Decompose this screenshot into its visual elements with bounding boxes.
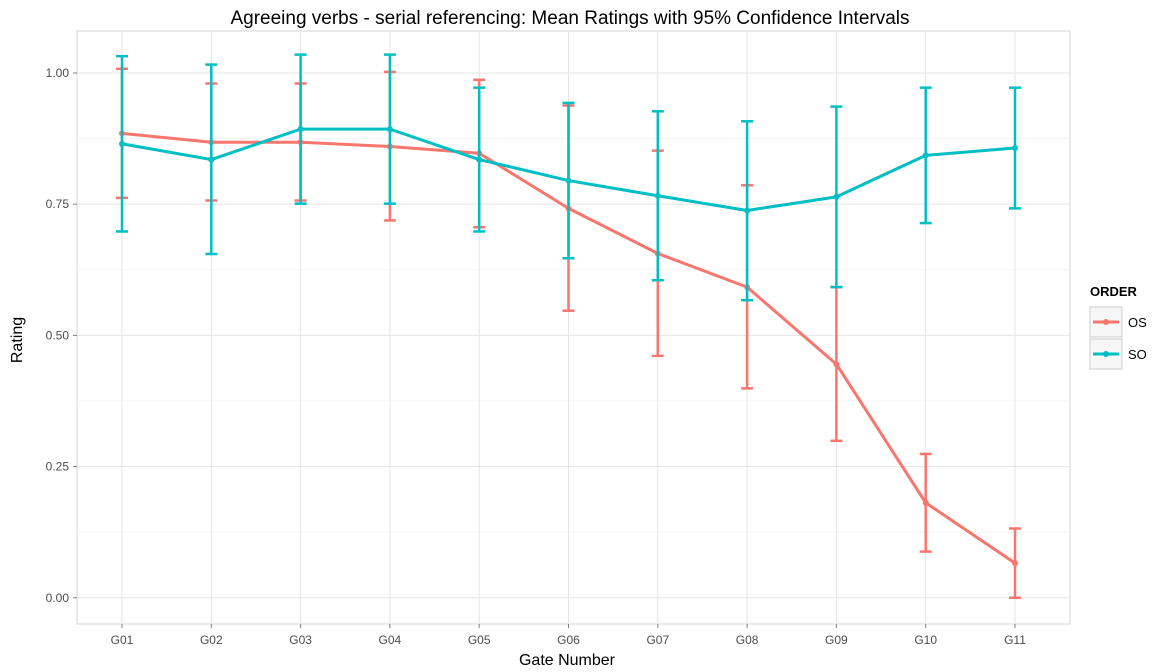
x-tick-label: G03	[289, 633, 312, 647]
plot-background	[76, 30, 1071, 625]
legend-point-os	[1103, 319, 1109, 325]
y-axis-title: Rating	[9, 317, 26, 363]
chart-title: Agreeing verbs - serial referencing: Mea…	[230, 8, 909, 29]
data-point-so	[565, 177, 572, 184]
x-tick-label: G05	[468, 633, 491, 647]
x-axis-title: Gate Number	[519, 652, 616, 669]
x-tick-label: G07	[646, 633, 669, 647]
legend-label-os: OS	[1128, 315, 1147, 330]
x-tick-label: G09	[825, 633, 848, 647]
data-point-so	[654, 192, 661, 199]
data-point-so	[208, 156, 215, 163]
series-group	[116, 53, 1021, 600]
x-tick-label: G02	[200, 633, 223, 647]
y-tick-label: 1.00	[46, 66, 70, 80]
data-point-os	[1012, 560, 1018, 567]
data-point-so	[1012, 145, 1018, 152]
data-point-os	[922, 499, 929, 506]
y-tick-label: 0.75	[46, 197, 70, 211]
x-tick-label: G08	[736, 633, 759, 647]
x-tick-label: G01	[111, 633, 134, 647]
legend: ORDER OS SO	[1089, 284, 1147, 370]
x-tick-label: G10	[914, 633, 937, 647]
series-so	[116, 53, 1021, 302]
data-point-so	[744, 207, 751, 214]
x-tick-label: G06	[557, 633, 580, 647]
x-tick-label: G11	[1004, 633, 1026, 647]
legend-label-so: SO	[1128, 347, 1147, 362]
data-point-so	[476, 156, 483, 163]
x-tick-label: G04	[379, 633, 402, 647]
data-point-so	[386, 126, 393, 133]
data-point-so	[119, 140, 125, 147]
y-tick-label: 0.25	[46, 460, 70, 474]
legend-point-so	[1103, 351, 1109, 357]
y-tick-label: 0.50	[46, 328, 70, 342]
data-point-so	[833, 193, 840, 200]
legend-title: ORDER	[1090, 284, 1138, 299]
data-point-so	[922, 152, 929, 159]
axis-ticks: 0.00 0.25 0.50 0.75 1.00 G01 G02 G03 G04 G05 G06 G0…	[46, 66, 1027, 647]
data-point-so	[297, 126, 304, 133]
data-point-os	[833, 361, 840, 368]
y-tick-label: 0.00	[46, 591, 70, 605]
